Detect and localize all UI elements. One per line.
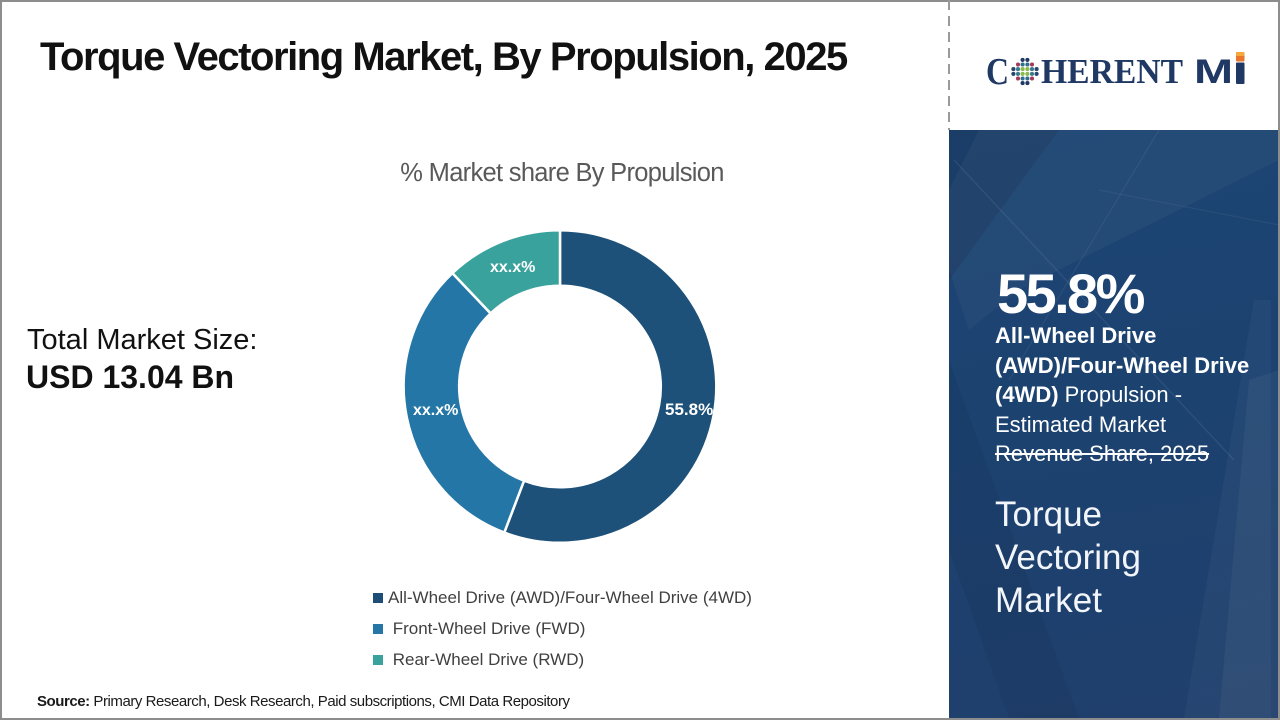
svg-text:HERENT: HERENT (1041, 52, 1183, 91)
svg-text:C: C (986, 51, 1009, 93)
svg-text:M: M (1194, 52, 1233, 90)
